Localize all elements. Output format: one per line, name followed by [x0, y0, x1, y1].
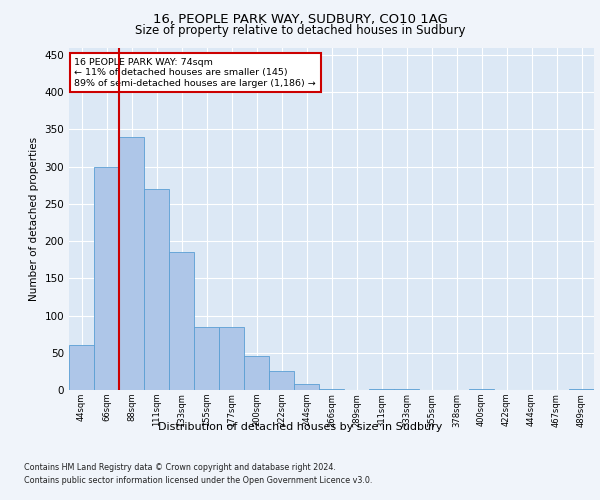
Bar: [144, 189, 169, 390]
Bar: [119, 137, 144, 390]
Text: Contains HM Land Registry data © Crown copyright and database right 2024.: Contains HM Land Registry data © Crown c…: [24, 462, 336, 471]
Bar: [69, 346, 94, 390]
Bar: [194, 326, 219, 390]
Bar: [294, 384, 319, 390]
Y-axis label: Number of detached properties: Number of detached properties: [29, 136, 39, 301]
Bar: [369, 388, 394, 390]
Bar: [394, 388, 419, 390]
Bar: [269, 372, 294, 390]
Bar: [94, 166, 119, 390]
Text: Distribution of detached houses by size in Sudbury: Distribution of detached houses by size …: [158, 422, 442, 432]
Bar: [244, 356, 269, 390]
Bar: [319, 388, 344, 390]
Text: Size of property relative to detached houses in Sudbury: Size of property relative to detached ho…: [135, 24, 465, 37]
Text: Contains public sector information licensed under the Open Government Licence v3: Contains public sector information licen…: [24, 476, 373, 485]
Text: 16 PEOPLE PARK WAY: 74sqm
← 11% of detached houses are smaller (145)
89% of semi: 16 PEOPLE PARK WAY: 74sqm ← 11% of detac…: [74, 58, 316, 88]
Bar: [219, 326, 244, 390]
Text: 16, PEOPLE PARK WAY, SUDBURY, CO10 1AG: 16, PEOPLE PARK WAY, SUDBURY, CO10 1AG: [152, 12, 448, 26]
Bar: [169, 252, 194, 390]
